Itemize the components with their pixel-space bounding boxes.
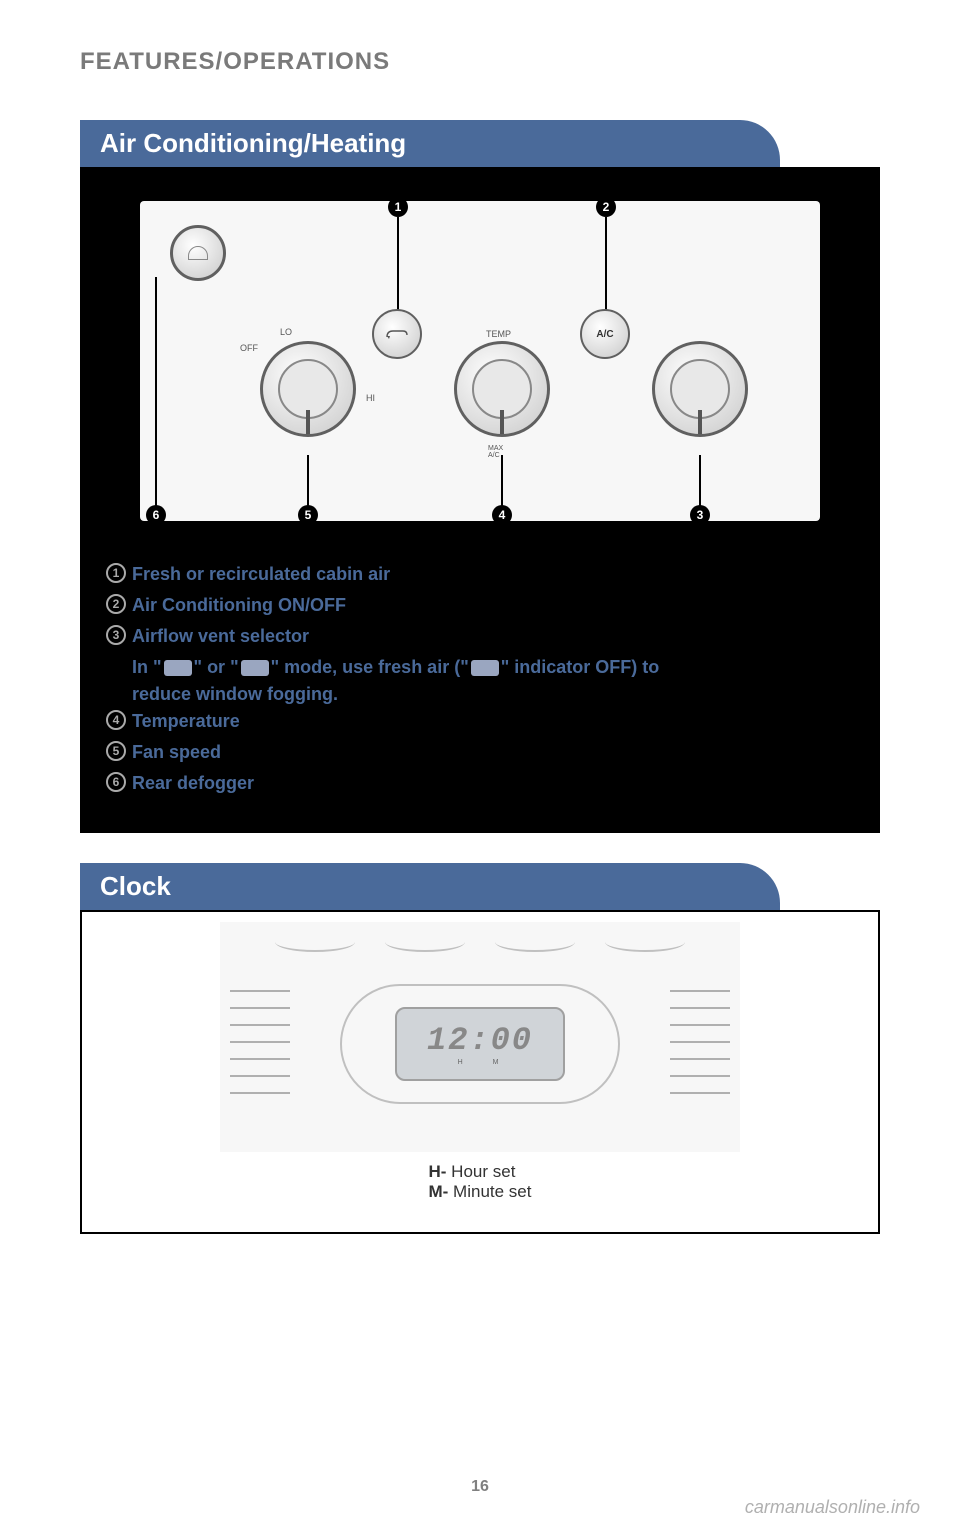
temp-label: TEMP [486,329,511,339]
callout-4-dot: 4 [492,505,512,525]
legend-text-3: Airflow vent selector [132,623,854,650]
watermark: carmanualsonline.info [745,1497,920,1518]
clock-display: 12:00 H M [395,1007,565,1081]
legend-row-1: 1 Fresh or recirculated cabin air [106,561,854,588]
legend-row-2: 2 Air Conditioning ON/OFF [106,592,854,619]
legend-text-1: Fresh or recirculated cabin air [132,561,854,588]
callout-1-line [397,217,399,311]
page-header: FEATURES/OPERATIONS [80,48,880,76]
fan-speed-dial [260,341,356,437]
ac-section-title: Air Conditioning/Heating [80,120,780,167]
airflow-dial [652,341,748,437]
legend-num-4: 4 [106,708,132,730]
legend-sub-3b: reduce window fogging. [106,681,854,708]
recirculate-button [372,309,422,359]
legend-text-5: Fan speed [132,739,854,766]
clock-legend: H- Hour set M- Minute set [429,1162,532,1202]
ac-button: A/C [580,309,630,359]
legend-row-6: 6 Rear defogger [106,770,854,797]
clock-frame: 12:00 H M [340,984,620,1104]
dial-pointer-icon [306,410,310,434]
legend-row-3: 3 Airflow vent selector [106,623,854,650]
dial-pointer-icon [698,410,702,434]
ac-control-panel: 1 2 6 5 4 3 [140,201,820,521]
dial-pointer-icon [500,410,504,434]
off-label: OFF [240,343,258,353]
legend-num-6: 6 [106,770,132,792]
temp-dial [454,341,550,437]
ac-section-box: 1 2 6 5 4 3 [80,167,880,833]
legend-num-3: 3 [106,623,132,645]
callout-1-dot: 1 [388,197,408,217]
callout-2-line [605,217,607,311]
right-grille [670,982,730,1102]
clock-section-title: Clock [80,863,780,910]
airflow-mode-icon [164,660,192,676]
callout-3-line [699,455,701,507]
callout-5-dot: 5 [298,505,318,525]
ac-legend: 1 Fresh or recirculated cabin air 2 Air … [82,549,878,831]
legend-num-5: 5 [106,739,132,761]
defog-icon [188,246,208,260]
callout-6-line [155,277,157,507]
callout-6-dot: 6 [146,505,166,525]
callout-4-line [501,455,503,507]
defrost-mode-icon [241,660,269,676]
clock-time: 12:00 [427,1022,533,1059]
page-number: 16 [0,1478,960,1496]
clock-hm-label: H M [458,1059,513,1066]
legend-num-2: 2 [106,592,132,614]
legend-num-1: 1 [106,561,132,583]
callout-2-dot: 2 [596,197,616,217]
max-ac-label: MAX A/C [488,445,503,459]
dash-vents [220,932,740,972]
legend-sub-3a: In "" or "" mode, use fresh air ("" indi… [106,654,854,681]
left-grille [230,982,290,1102]
legend-row-4: 4 Temperature [106,708,854,735]
recirculate-icon [385,327,409,341]
legend-text-2: Air Conditioning ON/OFF [132,592,854,619]
legend-text-4: Temperature [132,708,854,735]
fresh-air-icon [471,660,499,676]
legend-row-5: 5 Fan speed [106,739,854,766]
rear-defog-button [170,225,226,281]
callout-3-dot: 3 [690,505,710,525]
lo-label: LO [280,327,292,337]
hi-label: HI [366,393,375,403]
clock-image: 12:00 H M [220,922,740,1152]
ac-image-area: 1 2 6 5 4 3 [82,169,878,549]
callout-5-line [307,455,309,507]
legend-text-6: Rear defogger [132,770,854,797]
clock-section-box: 12:00 H M H- Hour set M- Minute set [80,910,880,1234]
